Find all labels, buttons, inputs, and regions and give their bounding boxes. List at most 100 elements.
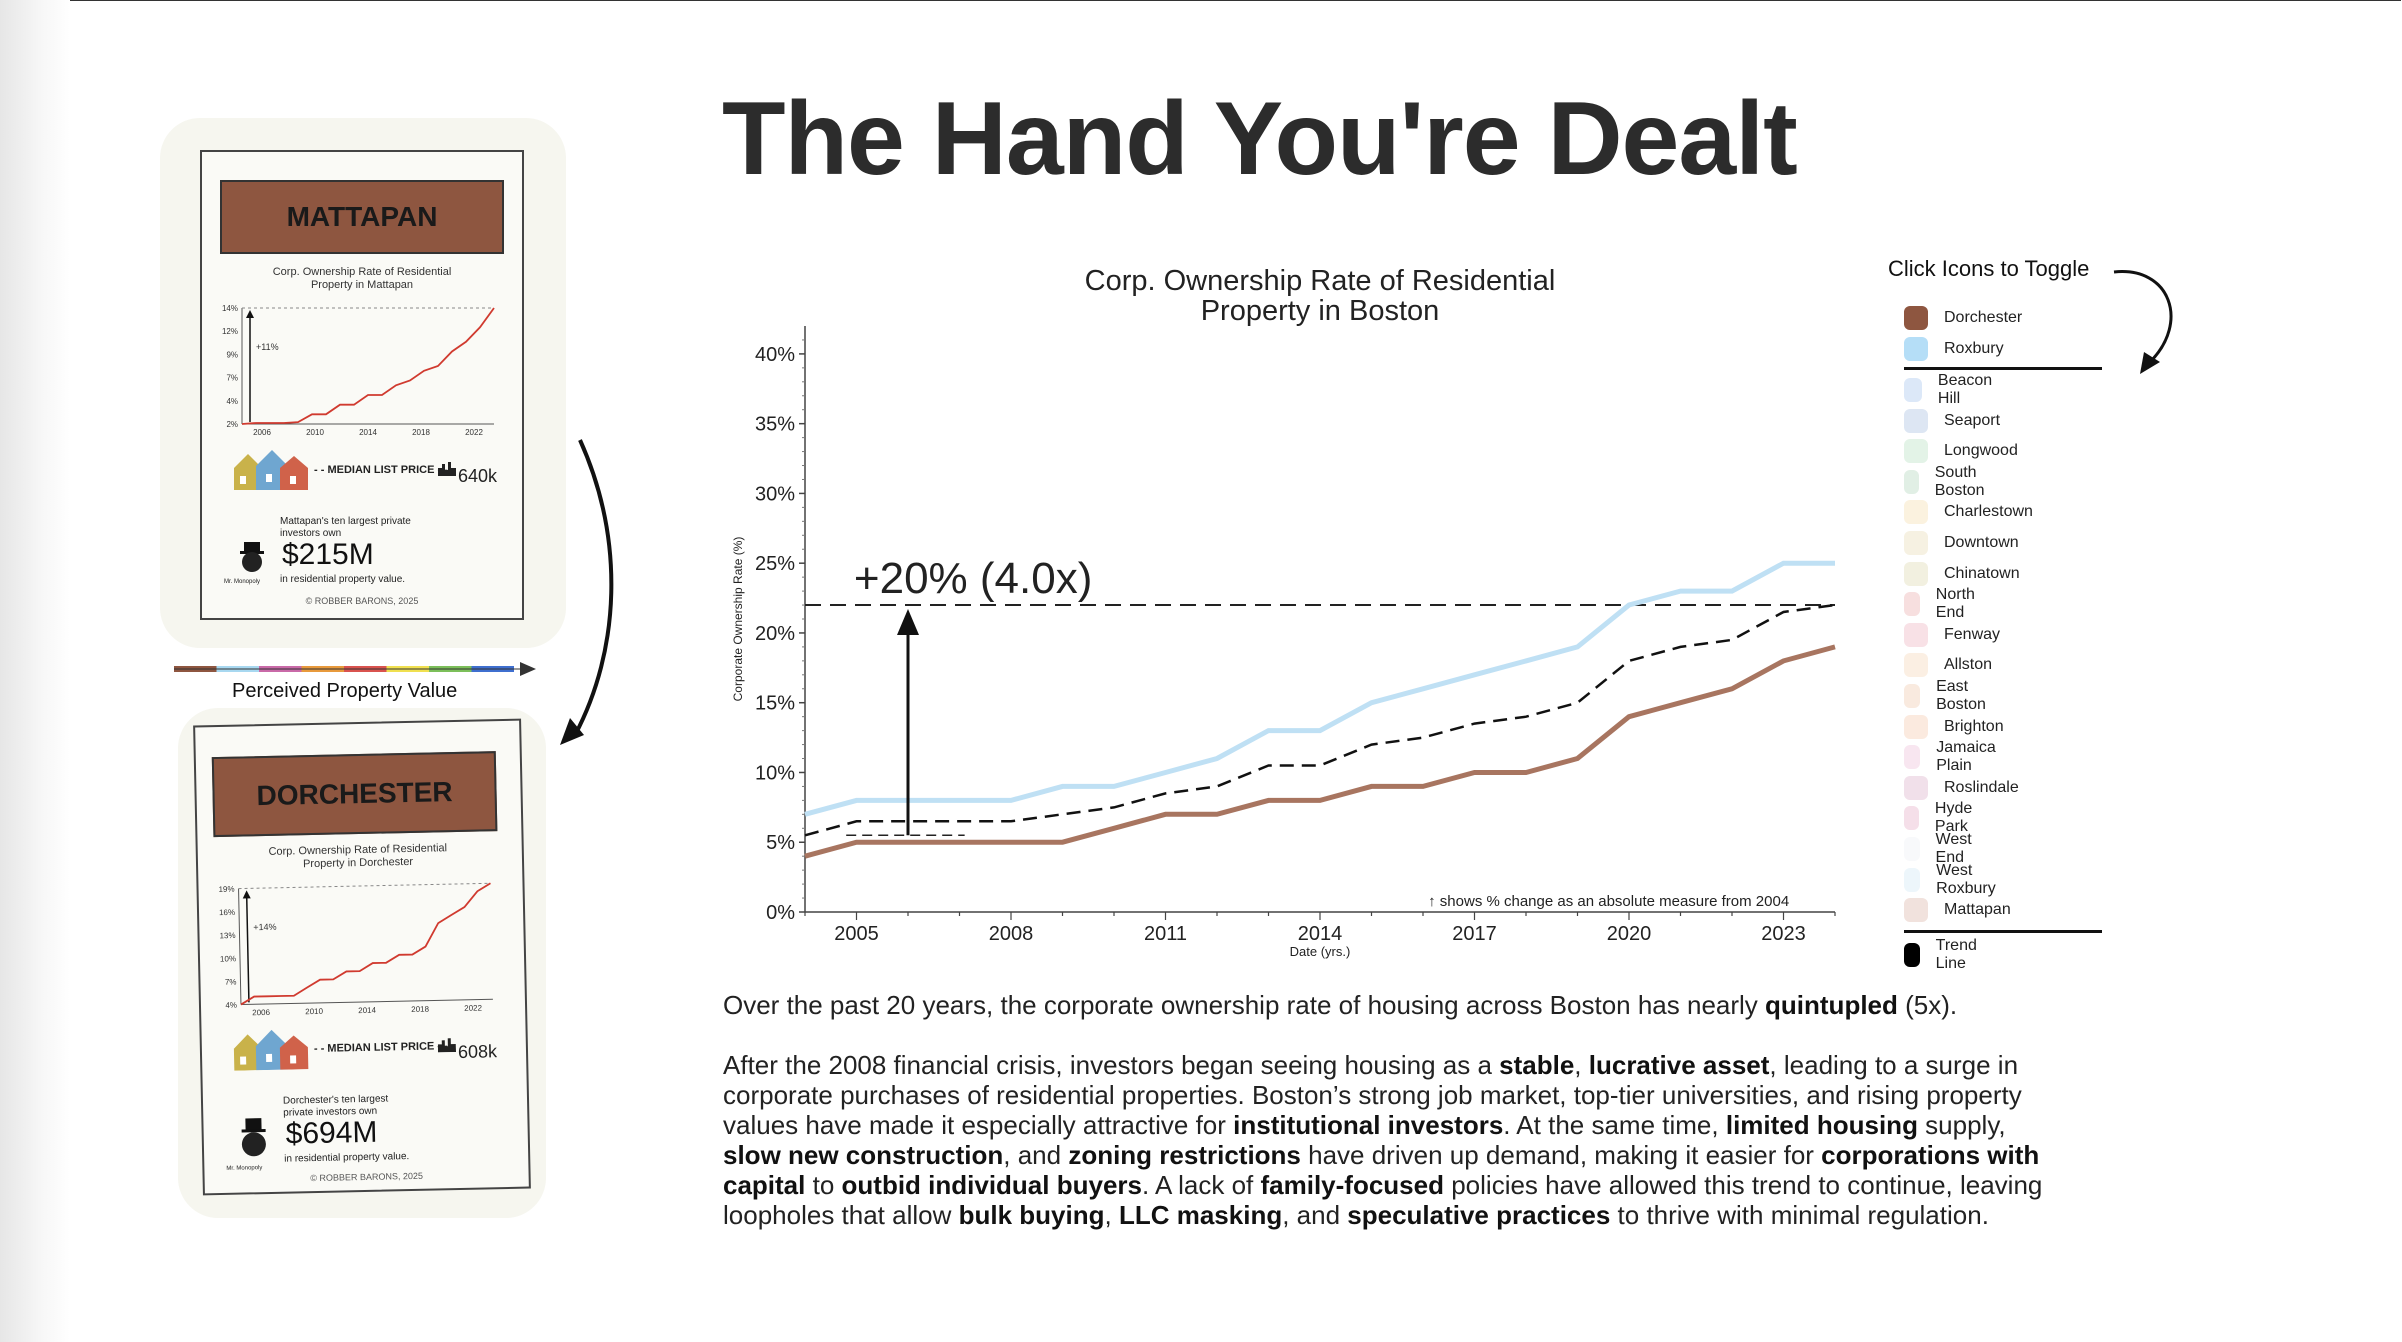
- chart-footnote: ↑ shows % change as an absolute measure …: [1428, 893, 1789, 910]
- legend-swatch-icon[interactable]: [1904, 622, 1928, 647]
- legend-item-trend-line[interactable]: Trend Line: [1904, 936, 1985, 972]
- legend-label: Beacon Hill: [1937, 372, 1993, 407]
- emphasis: limited housing: [1725, 1110, 1918, 1140]
- y-tick-label: 20%: [755, 623, 795, 645]
- legend-swatch-icon[interactable]: [1904, 837, 1920, 861]
- legend-swatch-icon[interactable]: [1904, 806, 1919, 831]
- mini-arrow-head: [246, 310, 254, 318]
- y-tick-label: 30%: [755, 483, 795, 505]
- legend-label: Seaport: [1944, 411, 2001, 429]
- mini-y-tick: 7%: [226, 374, 238, 383]
- legend-swatch-icon[interactable]: [1904, 469, 1919, 494]
- mini-trend-line: [241, 307, 495, 425]
- legend-label: Trend Line: [1935, 936, 1977, 972]
- legend-swatch-icon[interactable]: [1904, 898, 1928, 923]
- legend-swatch-icon[interactable]: [1904, 592, 1920, 617]
- legend-item-roxbury[interactable]: Roxbury: [1904, 334, 2004, 364]
- mini-x-tick: 2022: [465, 428, 483, 437]
- skyline-icon: [437, 1038, 457, 1053]
- legend-label: Brighton: [1944, 717, 2004, 735]
- investor-text-2: in residential property value.: [280, 574, 406, 585]
- legend-label: Allston: [1944, 656, 1993, 674]
- legend-item-west-roxbury[interactable]: West Roxbury: [1904, 861, 2004, 897]
- legend-swatch-icon[interactable]: [1904, 684, 1921, 708]
- legend-item-east-boston[interactable]: East Boston: [1904, 678, 1994, 713]
- legend-item-north-end[interactable]: North End: [1904, 586, 1983, 622]
- legend-item-chinatown[interactable]: Chinatown: [1904, 559, 2020, 589]
- mascot-label: Mr. Monopoly: [226, 1165, 263, 1172]
- legend-label: West End: [1935, 831, 1972, 866]
- mini-y-axis: [238, 888, 242, 1005]
- legend-swatch-icon[interactable]: [1904, 408, 1928, 433]
- legend-item-mattapan[interactable]: Mattapan: [1904, 895, 2011, 925]
- card-mattapan[interactable]: MATTAPAN Corp. Ownership Rate of Residen…: [200, 150, 524, 620]
- legend-item-brighton[interactable]: Brighton: [1904, 712, 2004, 742]
- legend-item-dorchester[interactable]: Dorchester: [1904, 303, 2022, 333]
- legend-swatch-icon[interactable]: [1904, 500, 1928, 525]
- card-title: DORCHESTER: [211, 751, 498, 838]
- legend-label: Fenway: [1944, 625, 2001, 643]
- legend-swatch-icon[interactable]: [1904, 439, 1928, 464]
- legend-label: West Roxbury: [1936, 861, 1996, 897]
- legend-item-seaport[interactable]: Seaport: [1904, 406, 2000, 436]
- legend-item-jamaica-plain[interactable]: Jamaica Plain: [1904, 739, 2004, 774]
- legend-item-beacon-hill[interactable]: Beacon Hill: [1904, 372, 1998, 407]
- legend-swatch-icon[interactable]: [1904, 337, 1928, 361]
- legend-item-longwood[interactable]: Longwood: [1904, 436, 2018, 466]
- legend-swatch-icon[interactable]: [1904, 561, 1928, 586]
- mini-arrow-head: [242, 890, 251, 899]
- legend-label: North End: [1935, 586, 1975, 622]
- legend-item-downtown[interactable]: Downtown: [1904, 528, 2019, 558]
- legend-item-fenway[interactable]: Fenway: [1904, 620, 2000, 650]
- legend-item-south-boston[interactable]: South Boston: [1904, 463, 1994, 499]
- emphasis: speculative practices: [1347, 1200, 1611, 1230]
- legend-label: Longwood: [1944, 442, 2018, 460]
- card-mini-chart: 19% 16% 13% 10% 7% 4% 2006 2010 2014 2018 2022 +14%: [218, 882, 493, 1017]
- legend-swatch-icon[interactable]: [1904, 714, 1928, 739]
- y-tick-label: 40%: [755, 344, 795, 366]
- legend-swatch-icon[interactable]: [1904, 531, 1928, 555]
- x-tick-label: 2020: [1607, 923, 1652, 945]
- card-title: MATTAPAN: [220, 180, 504, 254]
- card-mini-chart: 14% 12% 9% 7% 4% 2% 2006 2010 2014 2018 2022 +11%: [222, 304, 495, 437]
- legend-swatch-icon[interactable]: [1904, 745, 1921, 770]
- houses-icon: [232, 448, 312, 490]
- median-price-value: 640k: [458, 466, 498, 486]
- legend-label: South Boston: [1934, 463, 1985, 499]
- legend-swatch-icon[interactable]: [1904, 378, 1922, 402]
- legend-curved-arrow: [2113, 270, 2173, 374]
- mini-y-tick: 2%: [226, 420, 238, 429]
- emphasis: bulk buying: [958, 1200, 1105, 1230]
- legend-swatch-icon[interactable]: [1904, 653, 1928, 678]
- x-tick-label: 2014: [1298, 923, 1343, 945]
- x-tick-label: 2005: [834, 923, 879, 945]
- legend-separator: [1904, 367, 2102, 370]
- series-trend-line: [804, 603, 1836, 837]
- card-dorchester[interactable]: DORCHESTER Corp. Ownership Rate of Resid…: [193, 718, 531, 1196]
- mini-x-tick: 2018: [412, 428, 430, 437]
- legend-swatch-icon[interactable]: [1904, 867, 1921, 892]
- legend-item-roslindale[interactable]: Roslindale: [1904, 773, 2019, 803]
- legend-swatch-icon[interactable]: [1904, 306, 1928, 330]
- legend-item-west-end[interactable]: West End: [1904, 831, 1980, 866]
- legend-item-charlestown[interactable]: Charlestown: [1904, 497, 2033, 527]
- legend-item-hyde-park[interactable]: Hyde Park: [1904, 800, 1981, 835]
- mini-arrow: [245, 896, 250, 1003]
- emphasis: family-focused: [1260, 1170, 1445, 1200]
- series-roxbury: [804, 560, 1835, 817]
- mini-y-tick: 4%: [225, 1001, 237, 1010]
- emphasis: stable: [1499, 1050, 1575, 1080]
- mini-y-tick: 13%: [219, 931, 235, 940]
- legend-swatch-icon[interactable]: [1904, 775, 1928, 800]
- legend-swatch-icon[interactable]: [1904, 942, 1920, 967]
- legend-label: Roxbury: [1944, 340, 2004, 357]
- median-price-label: - - MEDIAN LIST PRICE - - -: [314, 464, 455, 476]
- legend-label: Mattapan: [1944, 901, 2011, 919]
- mini-x-tick: 2018: [411, 1005, 430, 1014]
- y-tick-label: 25%: [755, 553, 795, 575]
- median-price-value: 608k: [457, 1041, 498, 1063]
- card-swap-arrow: [560, 439, 614, 745]
- legend-item-allston[interactable]: Allston: [1904, 650, 1992, 680]
- mini-x-axis: [240, 998, 493, 1006]
- page-title: The Hand You're Dealt: [722, 81, 1798, 197]
